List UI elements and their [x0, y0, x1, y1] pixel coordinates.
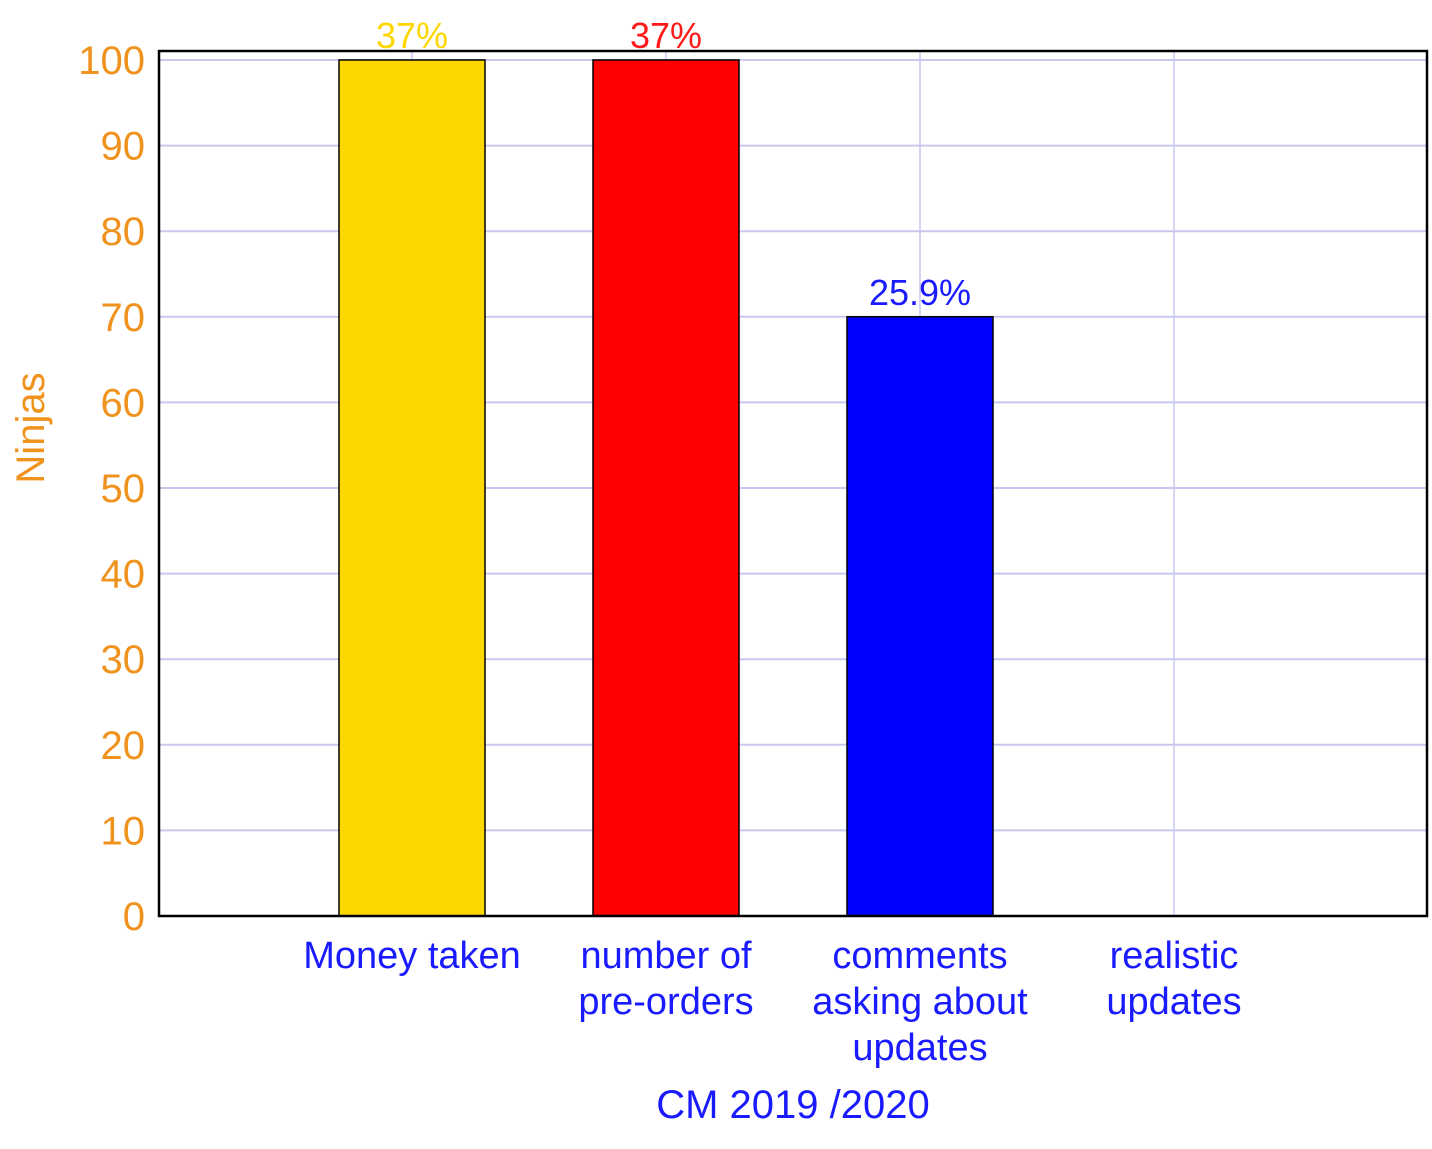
- x-tick-label-line: pre-orders: [578, 981, 753, 1023]
- bars: [338, 59, 994, 917]
- y-tick-label: 50: [101, 467, 146, 511]
- x-tick-label-line: comments: [832, 935, 1007, 977]
- y-tick-label: 100: [78, 39, 145, 83]
- bar: [846, 316, 994, 917]
- y-tick-label: 80: [101, 210, 146, 254]
- x-tick-label-line: updates: [1106, 981, 1241, 1023]
- y-tick-label: 60: [101, 381, 146, 425]
- y-tick-label: 40: [101, 553, 146, 597]
- x-tick-label-line: realistic: [1110, 935, 1239, 977]
- y-tick-label: 90: [101, 125, 146, 169]
- y-tick-label: 30: [101, 638, 146, 682]
- x-axis-label: CM 2019 /2020: [656, 1083, 930, 1127]
- y-axis-ticks: 0 10 20 30 40 50 60 70 80 90 100: [78, 39, 145, 939]
- data-label: 25.9%: [869, 272, 971, 313]
- y-tick-label: 70: [101, 296, 146, 340]
- x-tick-label: realistic updates: [1106, 935, 1241, 1023]
- data-label: 37%: [376, 15, 448, 56]
- x-tick-label: comments asking about updates: [812, 935, 1028, 1069]
- x-tick-label-line: Money taken: [303, 935, 521, 977]
- x-tick-label: Money taken: [303, 935, 521, 977]
- y-tick-label: 10: [101, 809, 146, 853]
- x-tick-label: number of pre-orders: [578, 935, 753, 1023]
- data-labels: 37% 37% 25.9%: [376, 15, 971, 313]
- x-tick-label-line: number of: [580, 935, 752, 977]
- y-axis-label: Ninjas: [9, 372, 53, 483]
- bar: [592, 59, 740, 917]
- plot-frame: [157, 49, 1429, 918]
- x-axis-ticks: Money taken number of pre-orders comments as…: [303, 935, 1241, 1069]
- bar: [338, 59, 486, 917]
- data-label: 37%: [630, 15, 702, 56]
- x-tick-label-line: updates: [852, 1027, 987, 1069]
- x-tick-label-line: asking about: [812, 981, 1028, 1023]
- y-tick-label: 0: [123, 895, 145, 939]
- y-tick-label: 20: [101, 724, 146, 768]
